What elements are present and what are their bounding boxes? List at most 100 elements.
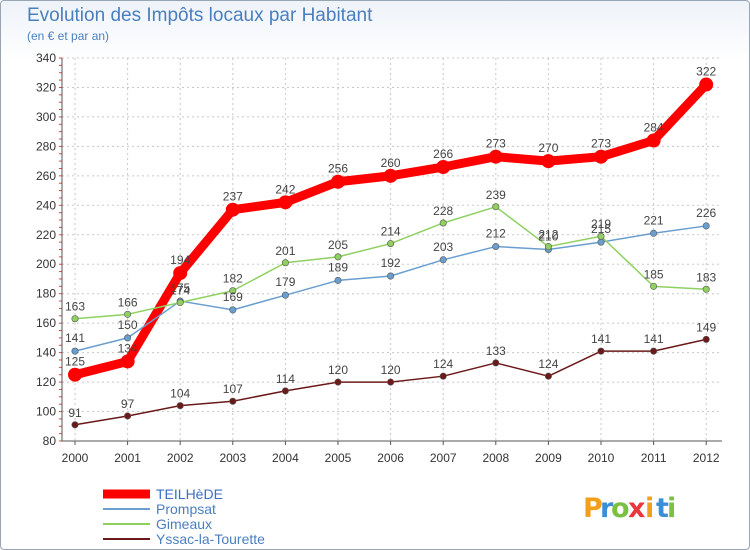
data-label: 120: [381, 363, 401, 377]
data-label: 192: [381, 256, 401, 270]
data-point: [124, 412, 132, 420]
x-tick-label: 2010: [588, 451, 615, 465]
x-tick-label: 2005: [325, 451, 352, 465]
data-label: 266: [433, 147, 453, 161]
data-label: 212: [486, 227, 506, 241]
y-tick-label: 80: [43, 434, 57, 448]
data-label: 237: [223, 190, 243, 204]
data-point: [281, 259, 289, 267]
x-tick-label: 2007: [430, 451, 457, 465]
data-point: [492, 243, 500, 251]
data-point: [176, 299, 184, 307]
y-tick-label: 260: [36, 169, 56, 183]
y-tick-label: 240: [36, 198, 56, 212]
data-point: [331, 174, 345, 189]
x-tick-label: 2009: [535, 451, 562, 465]
data-point: [544, 243, 552, 251]
data-point: [281, 291, 289, 299]
data-point: [387, 240, 395, 248]
data-point: [124, 334, 132, 342]
data-point: [439, 372, 447, 380]
data-point: [597, 347, 605, 355]
data-label: 226: [696, 206, 716, 220]
data-point: [436, 160, 451, 175]
y-tick-label: 300: [36, 110, 56, 124]
x-tick-label: 2006: [377, 451, 404, 465]
data-point: [439, 219, 447, 227]
data-label: 114: [276, 372, 295, 386]
data-point: [334, 253, 342, 261]
data-label: 124: [538, 357, 558, 371]
data-point: [597, 232, 605, 240]
data-point: [699, 77, 714, 92]
data-point: [71, 421, 79, 429]
y-tick-label: 120: [36, 375, 56, 389]
data-point: [702, 335, 710, 343]
data-label: 125: [65, 355, 85, 369]
y-tick-label: 280: [36, 139, 56, 153]
data-label: 239: [486, 188, 506, 202]
chart-subtitle: (en € et par an): [27, 29, 110, 43]
logo-letter: P: [583, 493, 603, 524]
data-point: [71, 347, 79, 355]
data-label: 210: [538, 230, 558, 244]
data-label: 203: [433, 240, 453, 254]
data-label: 214: [381, 225, 401, 239]
data-labels: 125 134 194 237 242 256 260 266 273 270 273 284 322 1…: [65, 65, 717, 420]
data-point: [650, 347, 658, 355]
data-point: [439, 256, 447, 264]
data-label: 182: [223, 272, 243, 286]
logo-letter: x: [628, 493, 645, 524]
data-label: 273: [486, 137, 506, 151]
data-label: 221: [644, 213, 664, 227]
y-tick-label: 200: [36, 257, 56, 271]
data-point: [544, 372, 552, 380]
x-tick-label: 2012: [693, 451, 720, 465]
data-label: 201: [275, 244, 295, 258]
data-point: [597, 238, 605, 246]
data-label: 175: [170, 281, 190, 295]
y-tick-label: 160: [36, 316, 56, 330]
data-point: [650, 229, 658, 237]
data-point: [702, 222, 710, 230]
data-label: 163: [65, 300, 85, 314]
data-label: 219: [591, 217, 611, 231]
data-label: 183: [696, 270, 716, 284]
chart-title: Evolution des Impôts locaux par Habitant: [27, 5, 373, 26]
data-label: 134: [118, 341, 138, 355]
x-tick-label: 2002: [167, 451, 194, 465]
y-tick-label: 100: [36, 405, 56, 419]
data-label: 273: [591, 137, 611, 151]
data-label: 260: [381, 156, 401, 170]
data-label: 133: [486, 344, 506, 358]
data-point: [387, 272, 395, 280]
data-point: [124, 310, 132, 318]
data-label: 97: [121, 397, 135, 411]
x-tick-label: 2000: [62, 451, 89, 465]
data-label: 270: [538, 141, 558, 155]
logo-letter: o: [611, 493, 630, 524]
data-label: 212: [538, 228, 558, 242]
data-label: 174: [170, 284, 190, 298]
data-label: 179: [275, 275, 295, 289]
data-point: [71, 315, 79, 323]
logo-letter: r: [600, 493, 614, 524]
data-point: [229, 287, 237, 295]
series-teilh-de: [68, 77, 714, 382]
data-label: 91: [68, 406, 82, 420]
data-point: [383, 168, 398, 183]
data-label: 149: [696, 320, 716, 334]
y-tick-label: 140: [36, 346, 56, 360]
data-point: [229, 306, 237, 314]
data-point: [492, 203, 500, 211]
data-label: 166: [118, 295, 138, 309]
axes: 80 100 120 140 160 180 200 220 240 260 280 300 320 34…: [36, 51, 722, 465]
data-point: [120, 354, 135, 369]
data-point: [334, 378, 342, 386]
logo-letter: t: [656, 493, 669, 524]
data-label: 215: [591, 222, 611, 236]
y-tick-label: 220: [36, 228, 56, 242]
series-gimeaux: [71, 203, 710, 323]
